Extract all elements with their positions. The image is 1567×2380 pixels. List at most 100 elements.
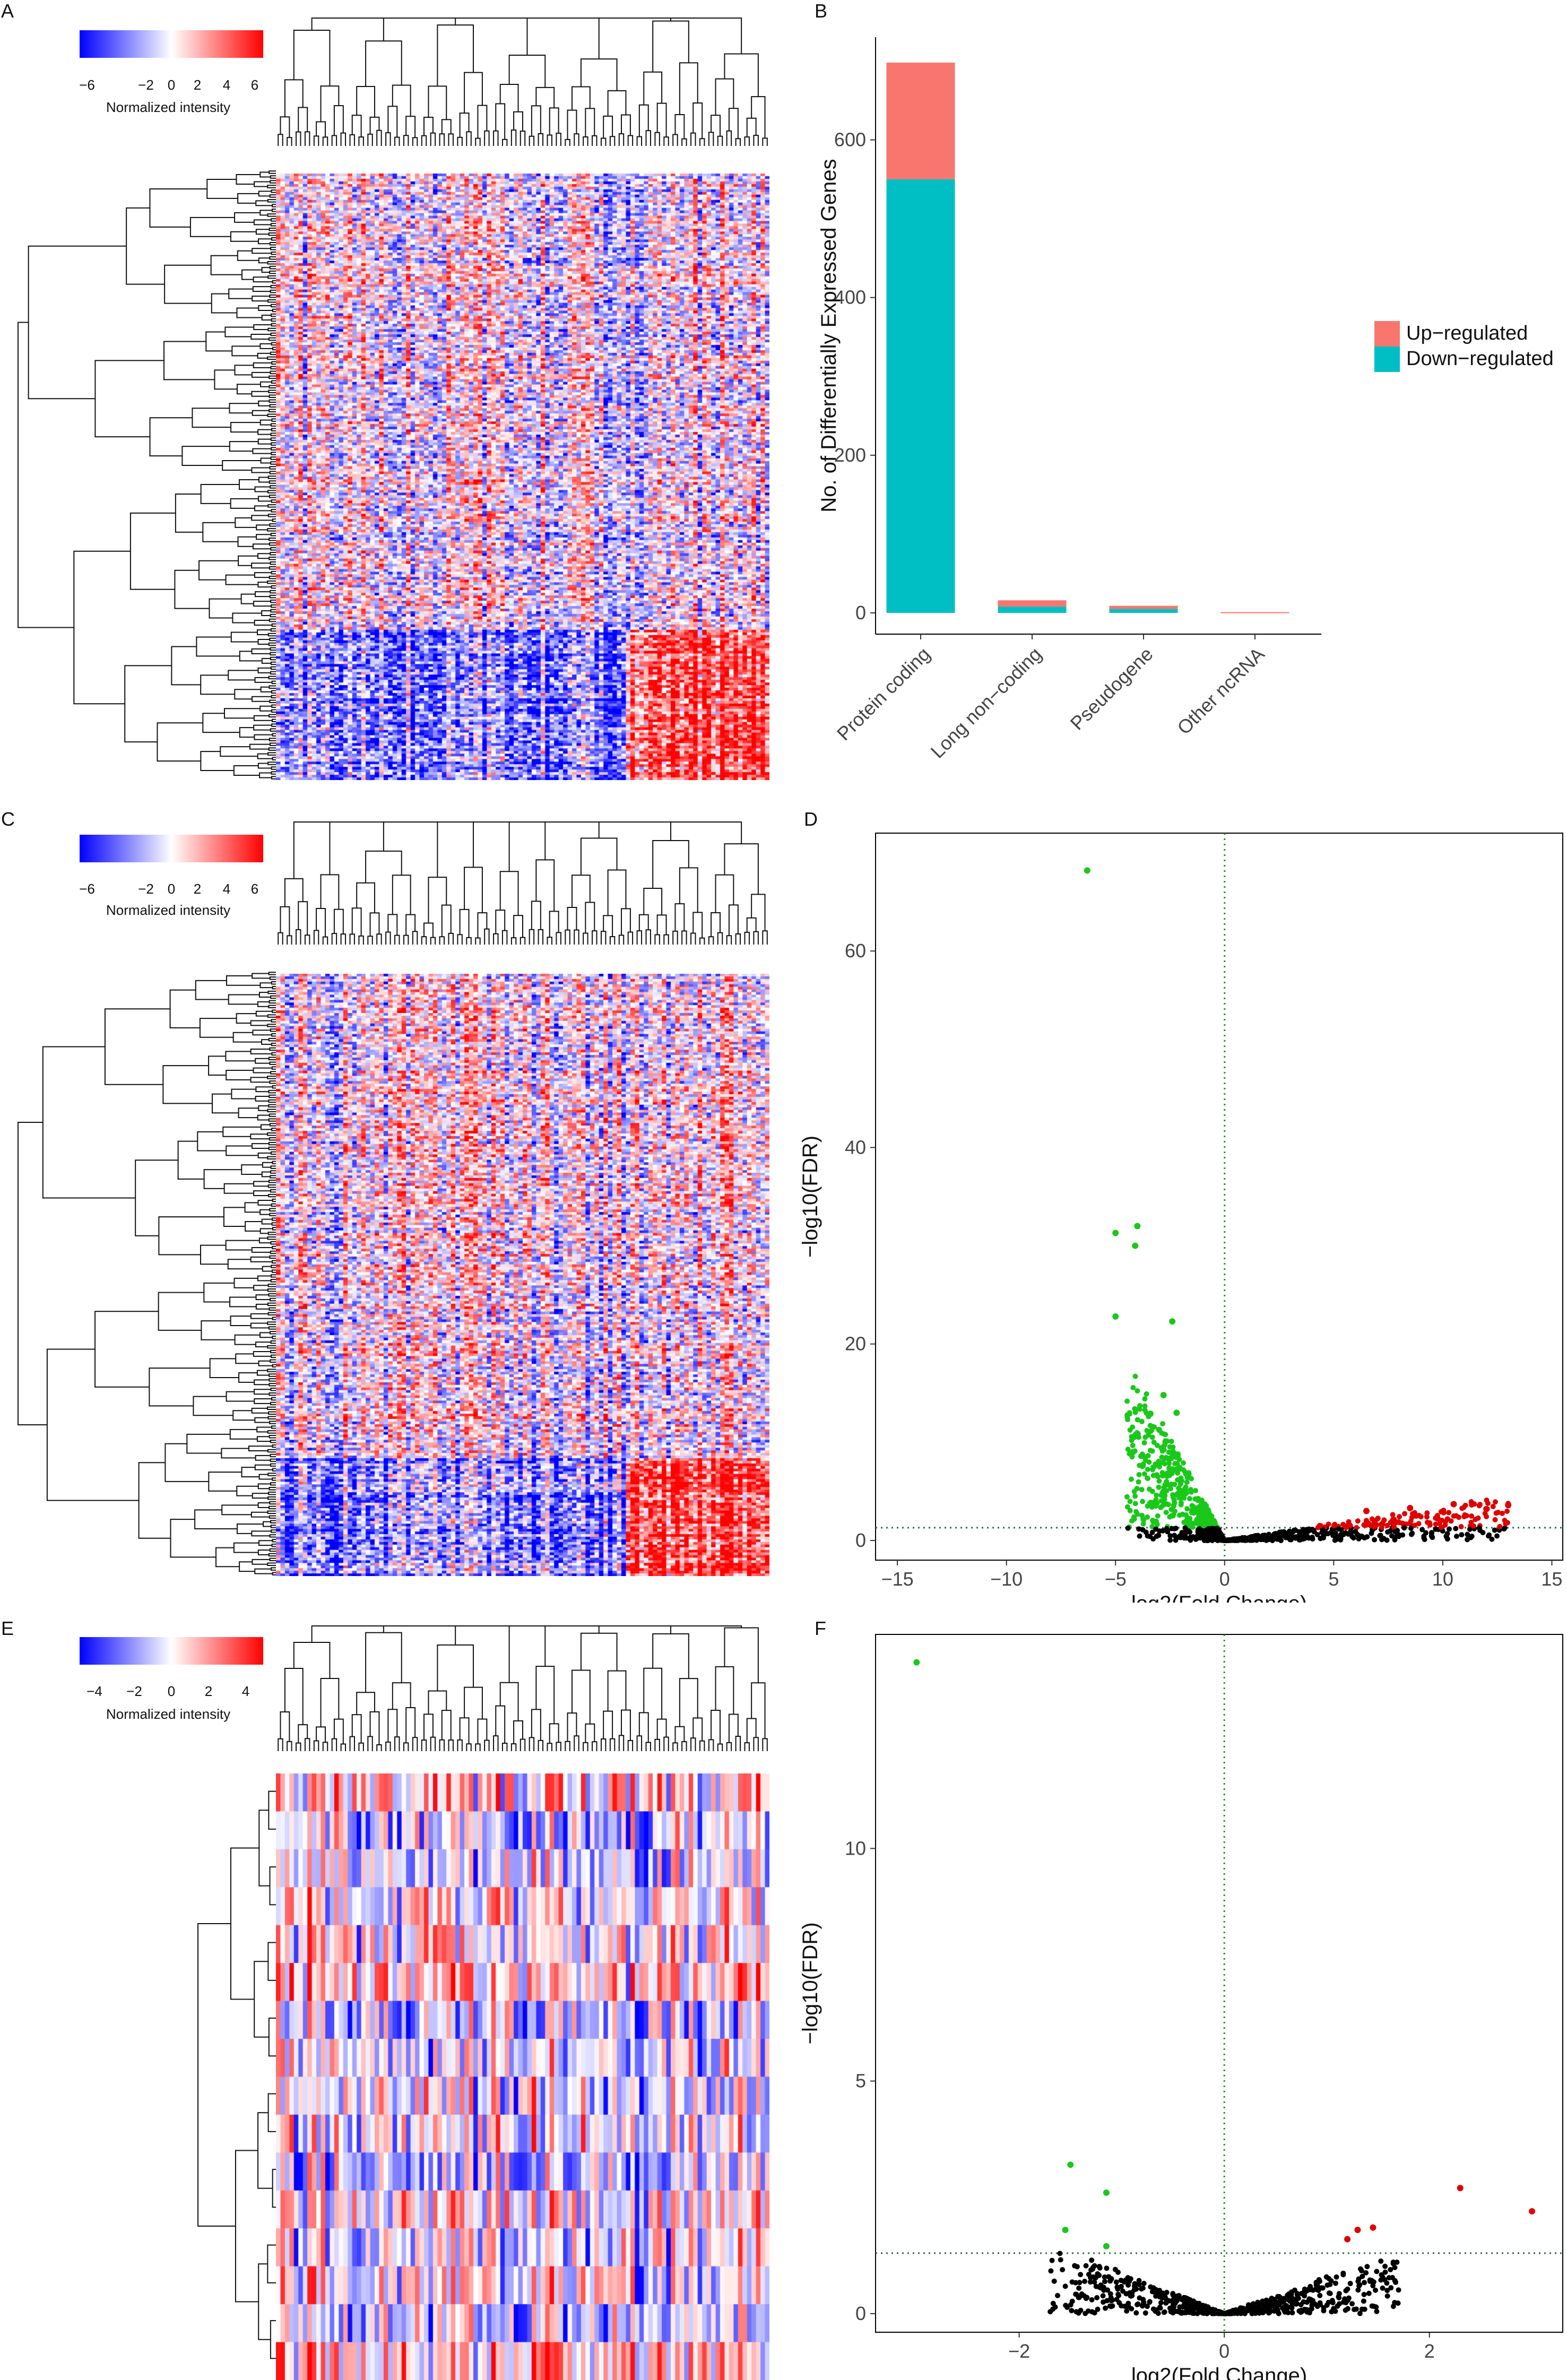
- dendrogram-branch: [271, 418, 276, 422]
- dendrogram-branch: [271, 218, 276, 222]
- dendrogram-branch: [464, 867, 483, 913]
- dendrogram-branch: [270, 547, 276, 551]
- volcano-point: [1334, 2274, 1339, 2280]
- dendrogram-branch: [212, 1093, 239, 1114]
- dendrogram-branch: [209, 1358, 239, 1378]
- dendrogram-branch: [267, 633, 276, 637]
- volcano-point: [1156, 1533, 1162, 1538]
- volcano-point: [1142, 2310, 1148, 2316]
- dendrogram-branch: [272, 1477, 276, 1481]
- dendrogram-branch: [257, 2112, 273, 2189]
- volcano-point: [1173, 1492, 1179, 1498]
- dendrogram-branch: [270, 366, 276, 370]
- volcano-point: [1188, 1537, 1193, 1543]
- dendrogram-branch: [73, 550, 131, 705]
- dendrogram-branch: [464, 72, 483, 114]
- dendrogram-branch: [495, 1705, 506, 1744]
- dendrogram-branch: [475, 137, 481, 146]
- dendrogram-branch: [441, 119, 452, 134]
- volcano-point: [1384, 2280, 1390, 2286]
- volcano-point: [1187, 1496, 1192, 1502]
- column-dendrogram-a: [278, 18, 768, 146]
- volcano-point: [1340, 2299, 1346, 2305]
- volcano-point: [1090, 2266, 1096, 2272]
- volcano-point: [1149, 1504, 1155, 1510]
- dendrogram-branch: [538, 929, 544, 945]
- dendrogram-branch: [708, 132, 714, 146]
- volcano-point: [1341, 1531, 1347, 1537]
- dendrogram-branch: [251, 467, 270, 473]
- dendrogram-branch: [253, 1067, 272, 1074]
- dendrogram-branch: [94, 1311, 159, 1388]
- volcano-point: [1358, 2268, 1364, 2274]
- dendrogram-branch: [508, 1625, 546, 1683]
- x-tick-label: 15: [1541, 1568, 1562, 1590]
- dendrogram-branch: [556, 1742, 561, 1751]
- dendrogram-branch: [592, 1741, 598, 1751]
- dendrogram-branch: [251, 1407, 269, 1414]
- dendrogram-branch: [269, 556, 276, 560]
- dendrogram-branch: [271, 237, 276, 241]
- volcano-point: [1408, 1518, 1414, 1524]
- dendrogram-branch: [197, 1131, 227, 1152]
- dendrogram-branch: [272, 347, 276, 351]
- dendrogram-branch: [170, 1519, 216, 1558]
- dendrogram-branch: [268, 1790, 276, 1830]
- dendrogram-branch: [270, 223, 276, 227]
- dendrogram-branch: [272, 1364, 276, 1368]
- dendrogram-branch: [258, 305, 273, 311]
- dendrogram-branch: [252, 448, 272, 454]
- dendrogram-branch: [253, 1190, 271, 1197]
- colorbar-c-tick: 2: [193, 881, 202, 897]
- dendrogram-branch: [369, 1711, 380, 1745]
- row-dendrogram-c: [18, 972, 276, 1576]
- dendrogram-branch: [728, 108, 739, 139]
- volcano-point: [1271, 2308, 1277, 2314]
- dendrogram-branch: [257, 1550, 270, 1555]
- volcano-point: [1484, 1498, 1490, 1503]
- dendrogram-branch: [235, 2150, 259, 2303]
- dendrogram-branch: [293, 821, 331, 879]
- dendrogram-branch: [636, 136, 643, 146]
- volcano-point: [1210, 2307, 1216, 2313]
- volcano-point: [1396, 2287, 1401, 2293]
- dendrogram-branch: [484, 130, 490, 146]
- dendrogram-branch: [627, 931, 634, 945]
- dendrogram-branch: [484, 928, 490, 945]
- volcano-point: [1167, 1533, 1173, 1539]
- dendrogram-branch: [270, 1028, 276, 1032]
- dendrogram-branch: [254, 1464, 273, 1470]
- row-dendrogram-e: [197, 1790, 276, 2359]
- volcano-point: [1139, 1451, 1145, 1457]
- dendrogram-branch: [259, 419, 272, 426]
- volcano-point: [1392, 2278, 1398, 2283]
- highlighted-point: [1407, 1504, 1414, 1511]
- volcano-point: [1318, 2301, 1323, 2307]
- volcano-point: [1147, 1534, 1153, 1539]
- volcano-point: [1136, 2281, 1142, 2287]
- dendrogram-branch: [255, 1086, 273, 1093]
- dendrogram-branch: [672, 134, 678, 146]
- dendrogram-branch: [200, 674, 235, 695]
- dendrogram-branch: [320, 874, 340, 910]
- volcano-point: [1329, 2298, 1335, 2304]
- dendrogram-branch: [270, 1241, 276, 1245]
- dendrogram-branch: [652, 840, 689, 889]
- dendrogram-branch: [583, 136, 588, 146]
- dendrogram-branch: [270, 671, 276, 675]
- dendrogram-branch: [163, 341, 215, 380]
- dendrogram-branch: [252, 296, 270, 302]
- dendrogram-branch: [711, 115, 721, 136]
- dendrogram-branch: [271, 318, 276, 322]
- volcano-point: [1408, 1526, 1414, 1531]
- x-axis-title: log2(Fold Change): [1131, 2364, 1307, 2380]
- dendrogram-branch: [692, 102, 703, 139]
- volcano-point: [1216, 2308, 1222, 2314]
- dendrogram-branch: [501, 930, 508, 945]
- dendrogram-branch: [267, 1284, 276, 1287]
- volcano-point: [1049, 2257, 1055, 2263]
- volcano-point: [1168, 1439, 1174, 1444]
- dendrogram-branch: [270, 313, 276, 317]
- dendrogram-branch: [304, 131, 310, 146]
- column-dendrogram-c: [278, 821, 768, 945]
